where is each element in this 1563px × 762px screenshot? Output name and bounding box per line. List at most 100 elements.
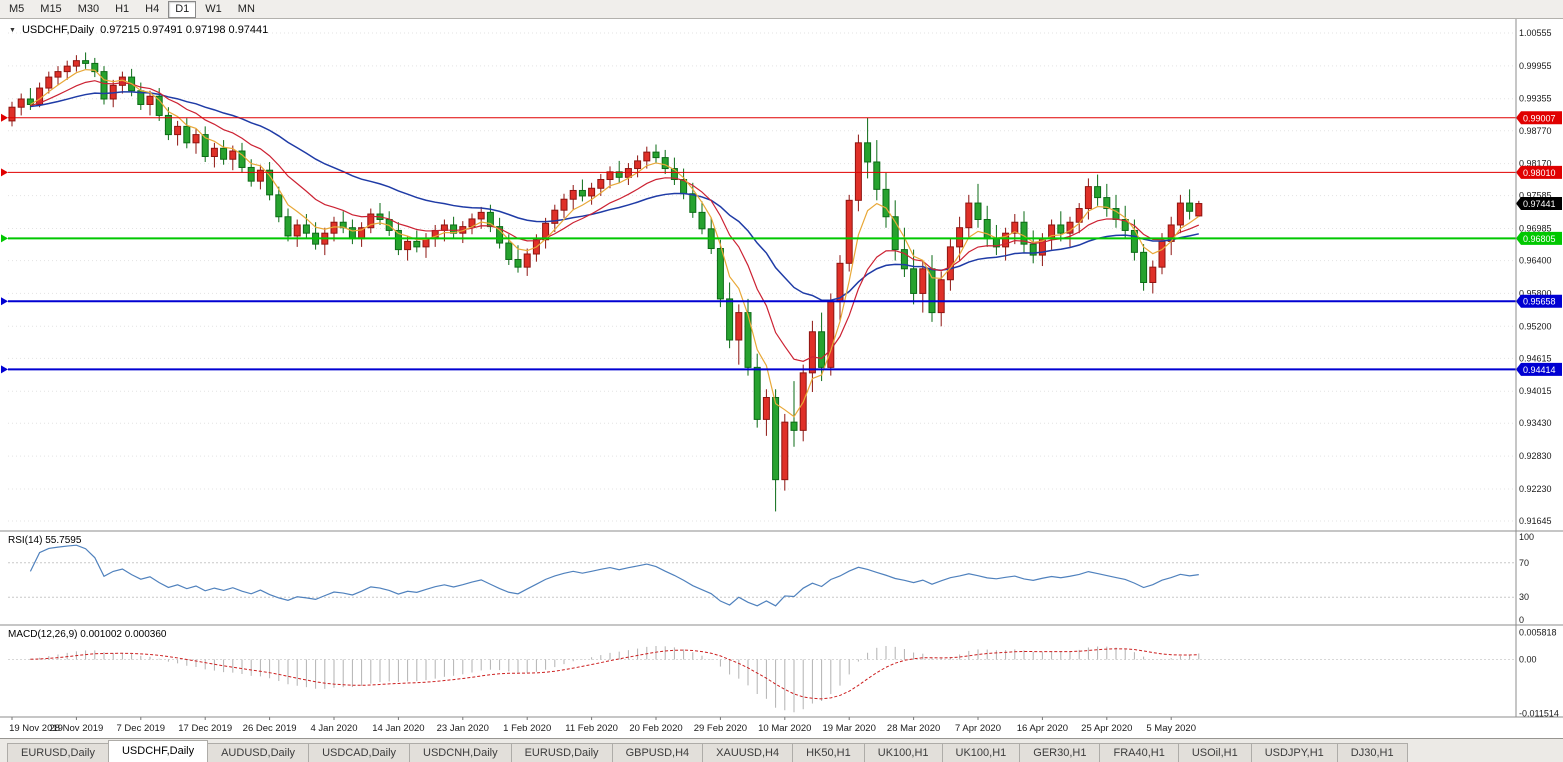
date-label: 20 Feb 2020	[629, 723, 682, 734]
candle-body	[726, 298, 734, 341]
tab-eurusd-daily[interactable]: EURUSD,Daily	[510, 743, 613, 762]
candle-body	[1158, 240, 1166, 268]
timeframe-button-d1[interactable]: D1	[168, 0, 197, 18]
hline-left-marker	[1, 113, 8, 122]
candle-body	[348, 227, 356, 240]
price-axis-label: 0.99355	[1519, 94, 1552, 104]
candle-body	[1002, 232, 1010, 248]
chart-dropdown-icon[interactable]: ▼	[9, 26, 16, 34]
tab-usdchf-daily[interactable]: USDCHF,Daily	[107, 740, 209, 762]
date-label: 17 Dec 2019	[178, 723, 232, 734]
price-axis-label: 0.95800	[1519, 288, 1552, 298]
date-label: 7 Apr 2020	[955, 723, 1001, 734]
tab-gbpusd-h4[interactable]: GBPUSD,H4	[611, 743, 704, 762]
rsi-axis-label: 70	[1519, 558, 1529, 568]
tab-uk100-h1[interactable]: UK100,H1	[863, 743, 943, 762]
candle-body	[818, 331, 826, 368]
hline-price-tag-label: 0.96805	[1523, 234, 1556, 244]
candle-body	[808, 331, 816, 374]
tab-hk50-h1[interactable]: HK50,H1	[792, 743, 865, 762]
tab-usdcad-daily[interactable]: USDCAD,Daily	[308, 743, 411, 762]
timeframe-button-m15[interactable]: M15	[40, 2, 62, 15]
date-label: 19 Mar 2020	[823, 723, 876, 734]
candle-body	[606, 171, 614, 181]
candle-body	[716, 248, 724, 300]
tab-eurusd-daily[interactable]: EURUSD,Daily	[7, 743, 109, 762]
candle-body	[394, 229, 402, 251]
candle-body	[486, 211, 494, 228]
candle-body	[514, 258, 522, 268]
candle-body	[155, 95, 163, 116]
hline-price-tag	[1516, 294, 1562, 308]
candle-body	[578, 189, 586, 197]
candle-body	[63, 65, 71, 73]
date-label: 14 Jan 2020	[372, 723, 424, 734]
timeframe-button-w1[interactable]: W1	[205, 2, 222, 15]
hline-left-marker	[1, 234, 8, 243]
tab-usoil-h1[interactable]: USOil,H1	[1177, 743, 1252, 762]
tab-dj30-h1[interactable]: DJ30,H1	[1336, 743, 1408, 762]
macd-signal-line	[30, 648, 1199, 700]
candle-body	[790, 421, 798, 431]
date-label: 28 Mar 2020	[887, 723, 940, 734]
candle-body	[670, 168, 678, 181]
candle-body	[183, 125, 191, 144]
tab-usdjpy-h1[interactable]: USDJPY,H1	[1250, 743, 1338, 762]
date-label: 5 May 2020	[1146, 723, 1196, 734]
candle-body	[1176, 202, 1184, 226]
macd-indicator-label: MACD(12,26,9) 0.001002 0.000360	[8, 629, 167, 640]
candle-body	[698, 211, 706, 230]
price-axis-label: 0.98770	[1519, 126, 1552, 136]
price-axis-label: 0.93430	[1519, 418, 1552, 428]
candle-body	[615, 171, 623, 178]
date-label: 29 Feb 2020	[694, 723, 747, 734]
tab-uk100-h1[interactable]: UK100,H1	[941, 743, 1021, 762]
date-label: 7 Dec 2019	[117, 723, 166, 734]
candle-body	[1094, 186, 1102, 199]
current-price-tag	[1516, 197, 1562, 211]
candle-body	[762, 396, 770, 420]
candle-body	[247, 166, 255, 182]
price-axis-label: 0.94615	[1519, 353, 1552, 363]
candle-body	[634, 160, 642, 170]
timeframe-button-h4[interactable]: H4	[145, 2, 160, 15]
rsi-axis-label: 30	[1519, 592, 1529, 602]
candle-body	[937, 279, 945, 314]
price-axis-label: 1.00555	[1519, 28, 1552, 38]
date-label: 1 Feb 2020	[503, 723, 551, 734]
hline-left-marker	[1, 297, 8, 306]
candle-body	[210, 147, 218, 158]
candle-body	[1029, 243, 1037, 256]
candle-body	[54, 71, 62, 78]
hline-left-marker	[1, 168, 8, 177]
candle-body	[1140, 251, 1148, 283]
candle-body	[1011, 221, 1019, 234]
candle-body	[17, 98, 25, 108]
price-axis-label: 0.98170	[1519, 159, 1552, 169]
ma-mid-line	[30, 80, 1200, 362]
candle-body	[302, 224, 310, 234]
chart-symbol-label: USDCHF,Daily	[21, 24, 95, 36]
hline-price-tag-label: 0.95658	[1523, 297, 1556, 307]
tab-ger30-h1[interactable]: GER30,H1	[1019, 743, 1101, 762]
hline-price-tag-label: 0.98010	[1523, 168, 1556, 178]
tab-audusd-daily[interactable]: AUDUSD,Daily	[207, 743, 310, 762]
tab-fra40-h1[interactable]: FRA40,H1	[1099, 743, 1179, 762]
timeframe-button-h1[interactable]: H1	[115, 2, 130, 15]
ma-slow-line	[30, 91, 1199, 301]
candle-body	[174, 125, 182, 136]
candle-body	[505, 242, 513, 260]
macd-axis-label: 0.005818	[1519, 627, 1557, 637]
candle-body	[1195, 203, 1203, 217]
date-label: 4 Jan 2020	[310, 723, 357, 734]
candle-body	[928, 268, 936, 314]
tab-xauusd-h4[interactable]: XAUUSD,H4	[702, 743, 794, 762]
tab-usdcnh-daily[interactable]: USDCNH,Daily	[409, 743, 512, 762]
candle-body	[256, 169, 264, 182]
timeframe-button-m5[interactable]: M5	[9, 2, 25, 15]
timeframe-button-m30[interactable]: M30	[77, 2, 100, 15]
candle-body	[919, 268, 927, 294]
macd-axis-label: -0.011514	[1519, 708, 1559, 718]
timeframe-button-mn[interactable]: MN	[237, 2, 255, 15]
